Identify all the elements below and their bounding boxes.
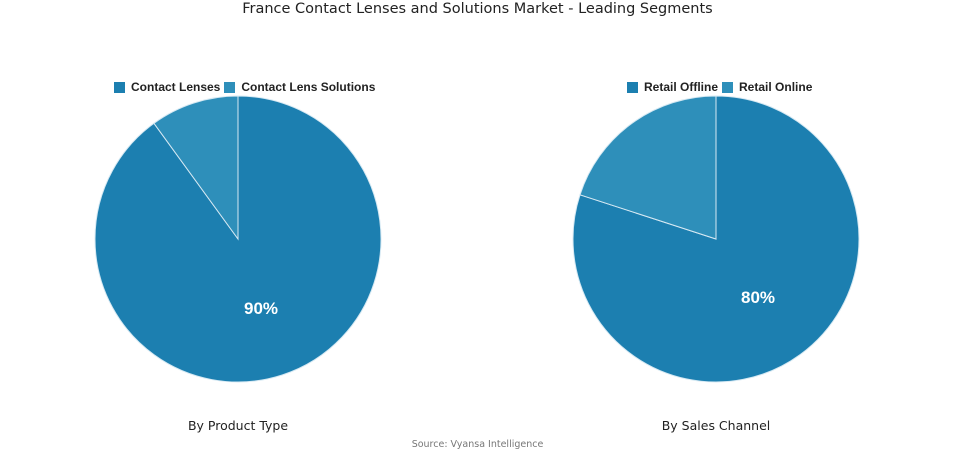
legend-product-type: Contact Lenses Contact Lens Solutions: [114, 80, 379, 94]
subtitle-sales-channel: By Sales Channel: [661, 418, 771, 433]
pie-slice-retail-online: [579, 95, 717, 240]
pie-label-contact-lenses: 90%: [244, 299, 278, 318]
legend-label: Retail Offline: [644, 80, 719, 94]
legend-item-contact-lens-solutions: Contact Lens Solutions: [224, 80, 375, 94]
legend-swatch: [114, 81, 125, 93]
legend-swatch: [224, 81, 236, 93]
pie-label-retail-offline: 80%: [741, 288, 775, 307]
pie-product-type: [94, 95, 382, 383]
legend-label: Contact Lenses: [131, 80, 221, 94]
legend-item-retail-offline: Retail Offline: [627, 80, 718, 94]
legend-sales-channel: Retail Offline Retail Online: [627, 80, 816, 94]
legend-item-retail-online: Retail Online: [722, 80, 812, 94]
legend-swatch: [722, 81, 734, 93]
pie-slice-contact-lens-solutions: [153, 95, 239, 241]
subtitle-product-type: By Product Type: [187, 418, 289, 433]
legend-label: Contact Lens Solutions: [241, 80, 376, 94]
source-note: Source: Vyansa Intelligence: [411, 439, 544, 450]
pie-sales-channel: [572, 95, 860, 383]
legend-swatch: [627, 81, 638, 93]
legend-item-contact-lenses: Contact Lenses: [114, 80, 220, 94]
legend-label: Retail Online: [739, 80, 813, 94]
chart-title: France Contact Lenses and Solutions Mark…: [242, 1, 713, 17]
